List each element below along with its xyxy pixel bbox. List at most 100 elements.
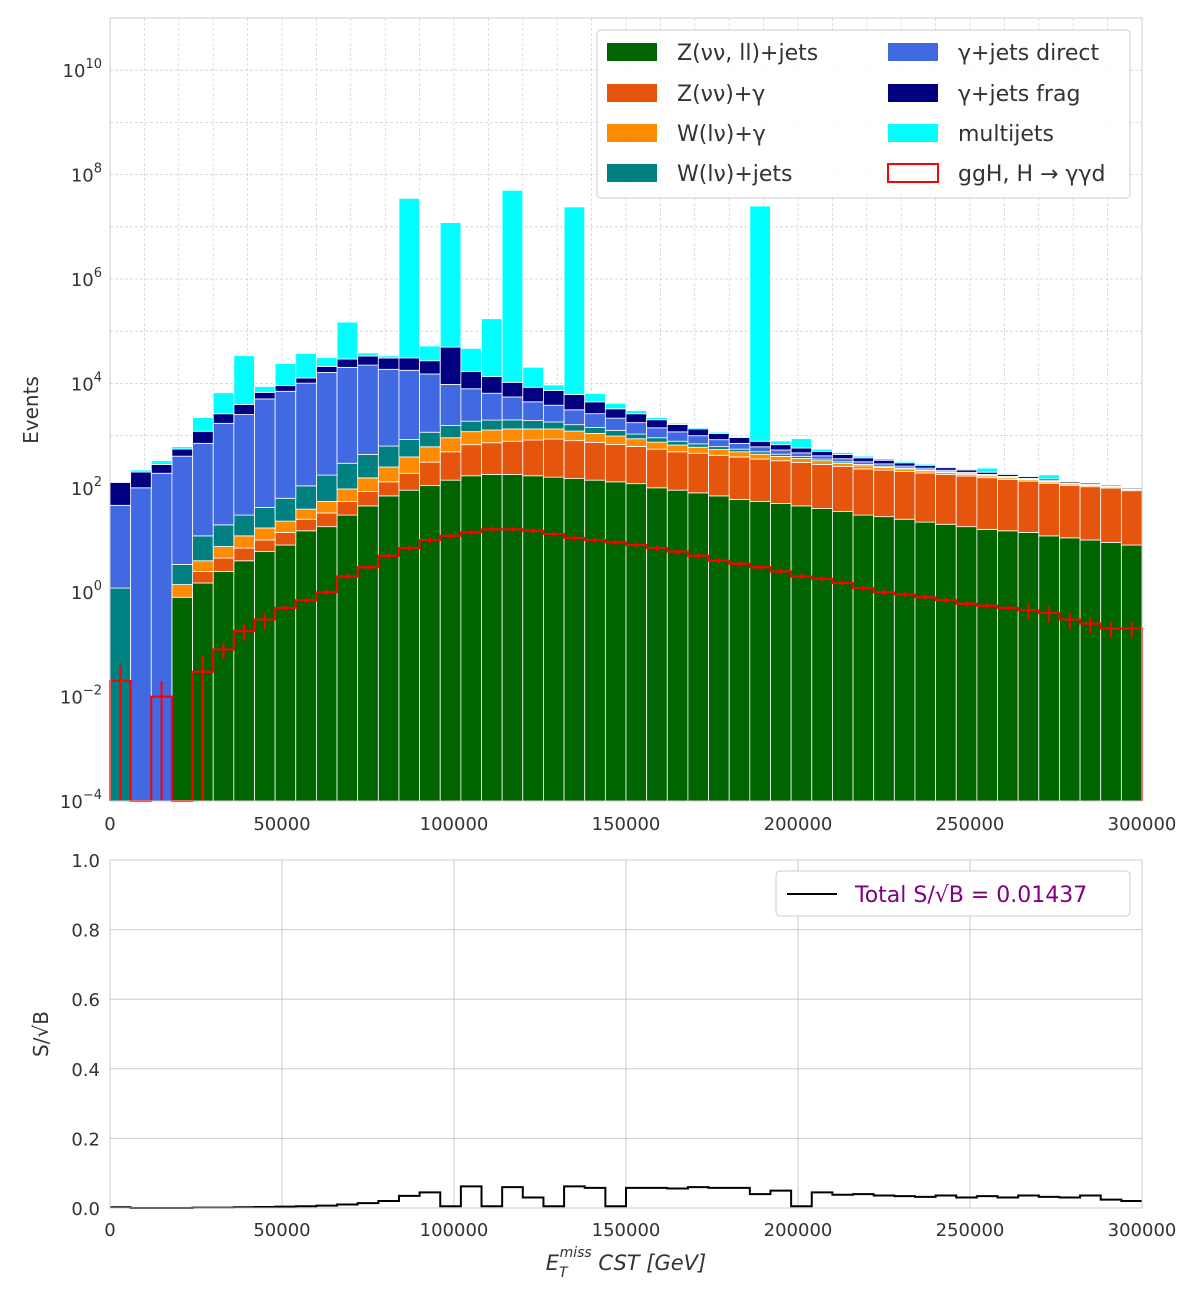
legend-swatch-4 — [888, 43, 938, 61]
bar-5-20 — [522, 386, 544, 403]
bar-2-35 — [832, 462, 854, 467]
bar-1-31 — [749, 458, 771, 502]
bar-0-30 — [728, 498, 751, 802]
bar-5-30 — [728, 437, 751, 444]
bar-1-42 — [976, 477, 998, 530]
bottom-x-tick-label: 150000 — [592, 1220, 661, 1241]
bar-4-35 — [832, 458, 854, 463]
bar-3-4 — [192, 535, 214, 562]
x-label-main: E — [546, 1251, 560, 1275]
tick-base: 10 — [60, 688, 83, 709]
top-plot-frame — [109, 17, 1143, 802]
bar-6-20 — [522, 366, 544, 388]
bar-2-37 — [873, 466, 895, 471]
bar-4-12 — [357, 364, 379, 455]
bar-0-33 — [790, 505, 813, 802]
bar-5-8 — [274, 385, 297, 392]
legend-swatch-7 — [887, 163, 939, 183]
bar-5-16 — [439, 346, 462, 385]
bar-2-21 — [543, 428, 565, 440]
bar-4-21 — [543, 404, 565, 423]
bar-4-19 — [501, 396, 524, 421]
bar-1-43 — [997, 478, 1019, 532]
top-y-axis-label: Events — [19, 376, 43, 444]
bar-1-6 — [233, 547, 255, 562]
bar-2-6 — [233, 535, 255, 549]
bar-0-20 — [522, 475, 544, 802]
bar-6-13 — [377, 355, 400, 359]
bar-1-28 — [687, 452, 709, 494]
bar-1-5 — [212, 557, 235, 572]
bottom-y-axis-label: S/√B — [29, 1011, 53, 1057]
bar-1-23 — [584, 442, 606, 481]
bar-2-34 — [811, 460, 833, 465]
bar-1-44 — [1017, 480, 1040, 533]
bar-6-48 — [1100, 483, 1122, 486]
bottom-x-tick-label: 50000 — [253, 1220, 310, 1241]
bar-2-19 — [501, 428, 524, 442]
bar-0-37 — [873, 516, 895, 802]
bar-0-14 — [398, 489, 420, 802]
bar-4-31 — [749, 446, 771, 453]
tick-exponent: −4 — [83, 788, 102, 803]
bar-5-9 — [295, 377, 317, 384]
bar-1-36 — [852, 468, 875, 516]
bottom-series-line — [110, 1185, 1142, 1209]
bar-6-18 — [481, 318, 503, 378]
bar-4-5 — [212, 422, 235, 526]
bottom-x-tick-label: 0 — [104, 1220, 115, 1241]
bar-0-12 — [357, 505, 379, 802]
bar-6-17 — [460, 347, 482, 372]
bar-2-9 — [295, 508, 317, 520]
bar-4-18 — [481, 392, 503, 421]
bar-1-30 — [728, 456, 751, 500]
bar-1-46 — [1059, 485, 1081, 539]
bar-6-34 — [811, 448, 833, 452]
bar-5-32 — [770, 444, 792, 451]
legend-label-2: W(lν)+γ — [677, 122, 766, 147]
top-x-tick-label: 150000 — [592, 814, 661, 835]
top-x-tick-label: 100000 — [420, 814, 489, 835]
bar-1-4 — [192, 571, 214, 584]
bottom-x-tick-label: 200000 — [764, 1220, 833, 1241]
bar-6-10 — [315, 357, 338, 367]
top-y-tick-label: 104 — [71, 370, 102, 395]
bar-3-19 — [501, 419, 524, 430]
bar-5-3 — [171, 448, 193, 457]
bar-5-22 — [563, 394, 586, 411]
bar-2-29 — [708, 449, 730, 456]
bar-4-26 — [646, 427, 668, 439]
bar-1-17 — [460, 444, 482, 477]
bar-0-43 — [997, 530, 1019, 802]
bar-3-18 — [481, 419, 503, 431]
bar-6-21 — [543, 384, 565, 391]
bar-4-36 — [852, 461, 875, 465]
bar-2-18 — [481, 429, 503, 444]
bar-3-24 — [604, 429, 627, 437]
bar-6-49 — [1120, 486, 1143, 489]
bar-3-21 — [543, 421, 565, 430]
bar-4-4 — [192, 442, 214, 537]
bar-3-20 — [522, 420, 544, 430]
bar-2-3 — [171, 584, 193, 598]
bar-6-47 — [1079, 482, 1102, 484]
bar-1-49 — [1120, 490, 1143, 546]
bar-6-40 — [935, 466, 957, 469]
bar-4-3 — [171, 455, 193, 565]
bar-5-34 — [811, 450, 833, 457]
bar-6-27 — [666, 422, 689, 425]
legend-label-1: Z(νν)+γ — [677, 82, 765, 107]
bar-5-17 — [460, 371, 482, 390]
tick-exponent: −2 — [83, 684, 102, 699]
bar-2-5 — [212, 546, 235, 559]
legend-swatch-5 — [888, 84, 938, 102]
bar-2-25 — [625, 438, 648, 447]
bar-6-36 — [852, 455, 875, 459]
bar-6-29 — [708, 431, 730, 434]
bar-4-7 — [254, 398, 276, 508]
bar-1-24 — [604, 443, 627, 483]
bar-6-7 — [254, 386, 276, 393]
bar-4-23 — [584, 413, 606, 428]
bar-0-36 — [852, 514, 875, 802]
